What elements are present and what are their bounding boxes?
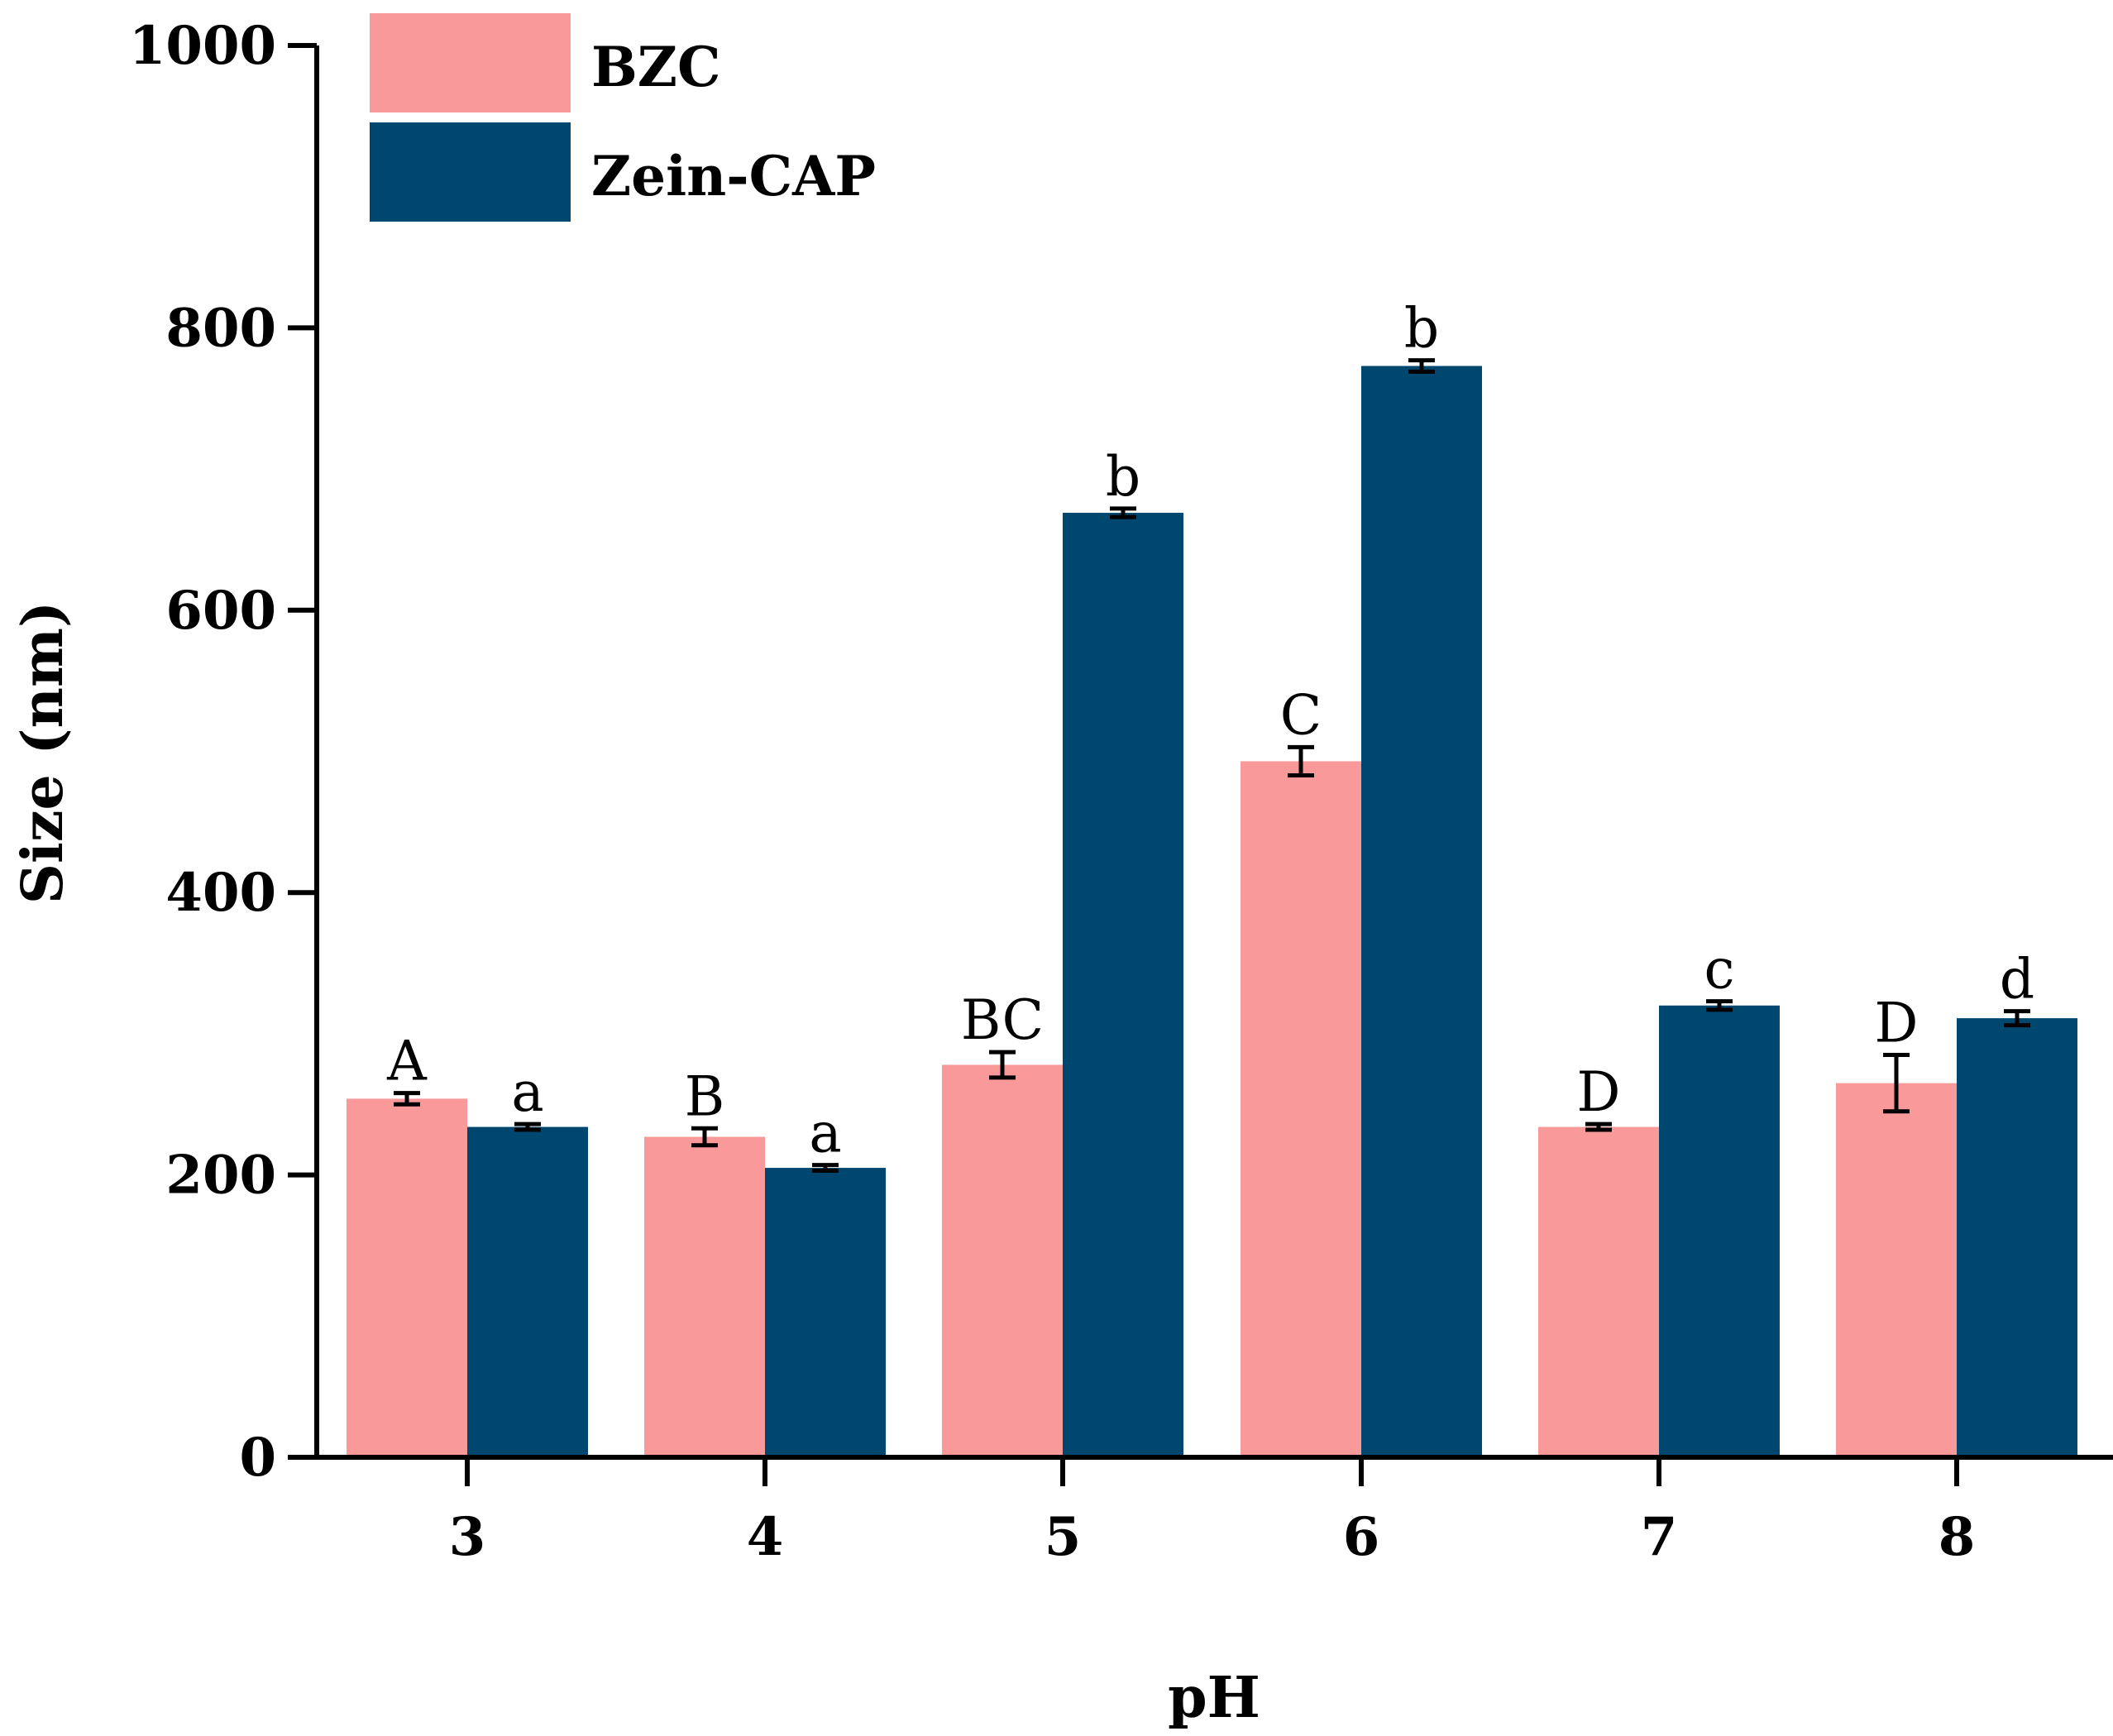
- error-bar-zein-cap-ph5: [1110, 506, 1136, 519]
- y-axis-ticks: 0 200 400 600 800 1000: [129, 15, 317, 1489]
- bar-zein-cap-ph8: [1957, 1018, 2077, 1457]
- bar-bzc-ph5: [942, 1064, 1063, 1457]
- sig-label-zein-cap-ph8: d: [2000, 948, 2034, 1011]
- y-tick-label-400: 400: [165, 862, 276, 924]
- error-bar-zein-cap-ph6: [1408, 358, 1435, 374]
- legend-swatch-bzc: [370, 13, 571, 112]
- y-tick-label-1000: 1000: [129, 15, 276, 77]
- significance-labels-layer: A B BC C D Da a b b c d: [386, 297, 2034, 1165]
- sig-label-zein-cap-ph3: a: [511, 1060, 543, 1124]
- error-bar-bzc-ph5: [989, 1050, 1016, 1080]
- bar-zein-cap-ph7: [1659, 1005, 1780, 1457]
- sig-label-bzc-ph7: D: [1577, 1060, 1621, 1124]
- sig-label-bzc-ph4: B: [685, 1064, 725, 1128]
- sig-label-zein-cap-ph4: a: [809, 1102, 841, 1165]
- y-tick-label-0: 0: [239, 1427, 276, 1489]
- y-axis-title: Size (nm): [10, 601, 76, 904]
- x-tick-label-3: 3: [449, 1506, 486, 1568]
- y-tick-label-600: 600: [165, 580, 276, 642]
- error-bar-zein-cap-ph4: [812, 1163, 839, 1173]
- error-bars-layer: [394, 358, 2030, 1173]
- sig-label-bzc-ph5: BC: [961, 988, 1044, 1052]
- x-tick-label-6: 6: [1343, 1506, 1380, 1568]
- x-tick-label-7: 7: [1641, 1506, 1678, 1568]
- sig-label-bzc-ph8: D: [1875, 992, 1919, 1055]
- bars-layer: [347, 366, 2077, 1457]
- x-axis-ticks: 3 4 5 6 7 8: [449, 1457, 1976, 1568]
- sig-label-bzc-ph3: A: [386, 1030, 428, 1093]
- error-bar-zein-cap-ph8: [2004, 1009, 2030, 1028]
- legend-label-zein-cap: Zein-CAP: [591, 144, 876, 208]
- legend-swatch-zein-cap: [370, 122, 571, 222]
- bar-bzc-ph3: [347, 1098, 467, 1457]
- x-tick-label-4: 4: [747, 1506, 784, 1568]
- sig-label-zein-cap-ph6: b: [1404, 297, 1439, 361]
- bar-bzc-ph7: [1538, 1126, 1659, 1457]
- error-bar-bzc-ph8: [1883, 1053, 1910, 1114]
- sig-label-bzc-ph6: C: [1280, 683, 1322, 747]
- bar-zein-cap-ph4: [765, 1168, 886, 1457]
- bar-bzc-ph8: [1836, 1083, 1957, 1457]
- x-axis-title: pH: [1168, 1665, 1260, 1731]
- error-bar-zein-cap-ph7: [1706, 999, 1733, 1012]
- error-bar-bzc-ph3: [394, 1091, 420, 1107]
- bar-zein-cap-ph6: [1361, 366, 1482, 1457]
- sig-label-zein-cap-ph5: b: [1106, 445, 1140, 509]
- error-bar-bzc-ph6: [1288, 744, 1314, 778]
- y-tick-label-800: 800: [165, 297, 276, 359]
- x-tick-label-5: 5: [1045, 1506, 1082, 1568]
- legend: BZC Zein-CAP: [370, 13, 876, 222]
- bar-bzc-ph4: [644, 1136, 765, 1457]
- x-tick-label-8: 8: [1939, 1506, 1976, 1568]
- sig-label-zein-cap-ph7: c: [1704, 938, 1735, 1002]
- legend-label-bzc: BZC: [591, 35, 721, 99]
- error-bar-zein-cap-ph3: [514, 1121, 541, 1132]
- bar-bzc-ph6: [1241, 761, 1361, 1457]
- y-tick-label-200: 200: [165, 1145, 276, 1207]
- error-bar-bzc-ph7: [1585, 1121, 1612, 1132]
- bar-zein-cap-ph3: [467, 1126, 588, 1457]
- error-bar-bzc-ph4: [691, 1126, 718, 1148]
- bar-zein-cap-ph5: [1063, 513, 1183, 1457]
